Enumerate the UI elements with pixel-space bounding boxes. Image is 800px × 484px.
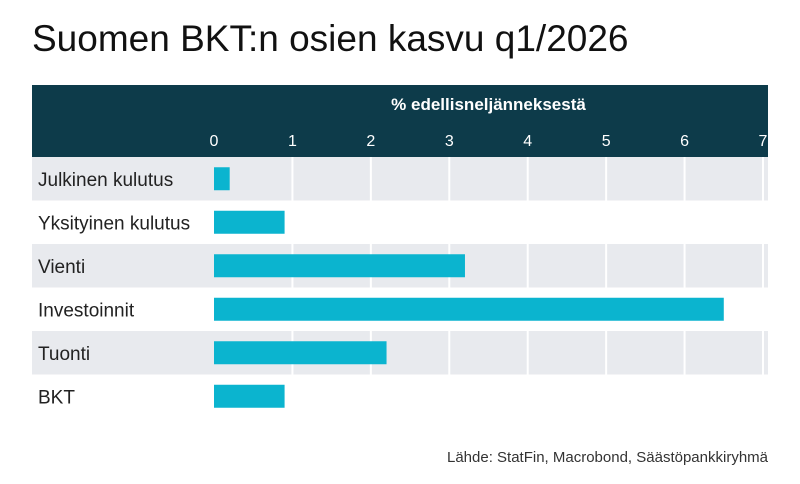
x-tick-label: 0 xyxy=(210,133,219,150)
x-tick-label: 1 xyxy=(288,133,297,150)
bar xyxy=(214,210,285,234)
x-tick-label: 5 xyxy=(602,133,611,150)
x-tick-label: 2 xyxy=(366,133,375,150)
row-band xyxy=(32,331,768,375)
category-label: Yksityinen kulutus xyxy=(38,213,190,234)
x-tick-label: 3 xyxy=(445,133,454,150)
category-label: Julkinen kulutus xyxy=(38,170,173,191)
category-label: Investoinnit xyxy=(38,300,135,321)
bar xyxy=(214,297,724,321)
x-tick-label: 6 xyxy=(680,133,689,150)
x-tick-label: 7 xyxy=(759,133,768,150)
bar xyxy=(214,384,285,408)
header-band xyxy=(32,85,768,157)
category-label: Tuonti xyxy=(38,344,90,365)
x-tick-label: 4 xyxy=(523,133,532,150)
bar xyxy=(214,341,387,365)
x-axis-label: % edellisneljänneksestä xyxy=(391,95,586,114)
category-label: BKT xyxy=(38,387,75,408)
chart-title: Suomen BKT:n osien kasvu q1/2026 xyxy=(32,18,629,59)
source-note: Lähde: StatFin, Macrobond, Säästöpankkir… xyxy=(446,449,768,466)
category-label: Vienti xyxy=(38,257,85,278)
row-band xyxy=(32,157,768,201)
bar xyxy=(214,254,465,278)
bar xyxy=(214,167,230,191)
